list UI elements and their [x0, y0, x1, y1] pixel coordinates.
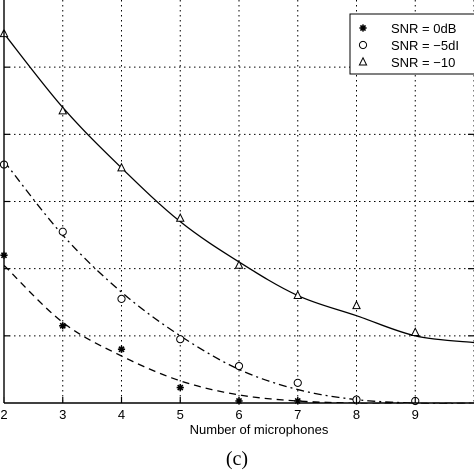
series-3-point — [234, 259, 244, 269]
series-1-point — [176, 383, 184, 392]
series-2-point — [293, 378, 302, 387]
series-curve-1 — [3, 264, 474, 404]
series-3-point — [293, 290, 303, 300]
series-3-point — [175, 212, 185, 222]
x-tick-label: 6 — [235, 407, 242, 422]
series-3-point — [58, 105, 68, 115]
series-1-point — [59, 322, 67, 330]
x-axis-ticks: 2 3 4 5 6 7 8 9 — [0, 397, 419, 422]
legend-label-3: SNR = −10 — [391, 55, 455, 70]
legend-marker-3 — [358, 56, 368, 66]
series-2-point — [176, 335, 185, 344]
legend-box — [349, 13, 474, 75]
series-2-point — [117, 294, 126, 303]
legend-marker-1 — [359, 24, 367, 32]
x-tick-label: 7 — [294, 407, 301, 422]
x-tick-label: 2 — [0, 407, 7, 422]
x-tick-label: 9 — [412, 407, 419, 422]
series-1-point — [117, 345, 126, 353]
series-2-point — [58, 227, 67, 236]
x-tick-label: 5 — [177, 407, 184, 422]
series-3-point — [410, 327, 420, 336]
legend-marker-2 — [358, 40, 368, 50]
plot-area — [0, 28, 474, 406]
legend-label-1: SNR = 0dB — [391, 21, 456, 36]
legend-label-2: SNR = −5dI — [391, 38, 459, 53]
legend: SNR = 0dB SNR = −5dI SNR = −10 — [349, 13, 474, 75]
series-3-point — [352, 300, 361, 310]
series-2-point — [234, 361, 244, 371]
series-curve-3 — [3, 33, 474, 344]
x-tick-label: 4 — [118, 407, 125, 422]
series-curve-2 — [3, 160, 474, 404]
x-tick-label: 8 — [353, 407, 360, 422]
x-tick-label: 3 — [59, 407, 66, 422]
series-3-point — [117, 162, 126, 172]
x-axis-label: Number of microphones — [190, 422, 329, 437]
figure-caption: (c) — [226, 448, 248, 470]
